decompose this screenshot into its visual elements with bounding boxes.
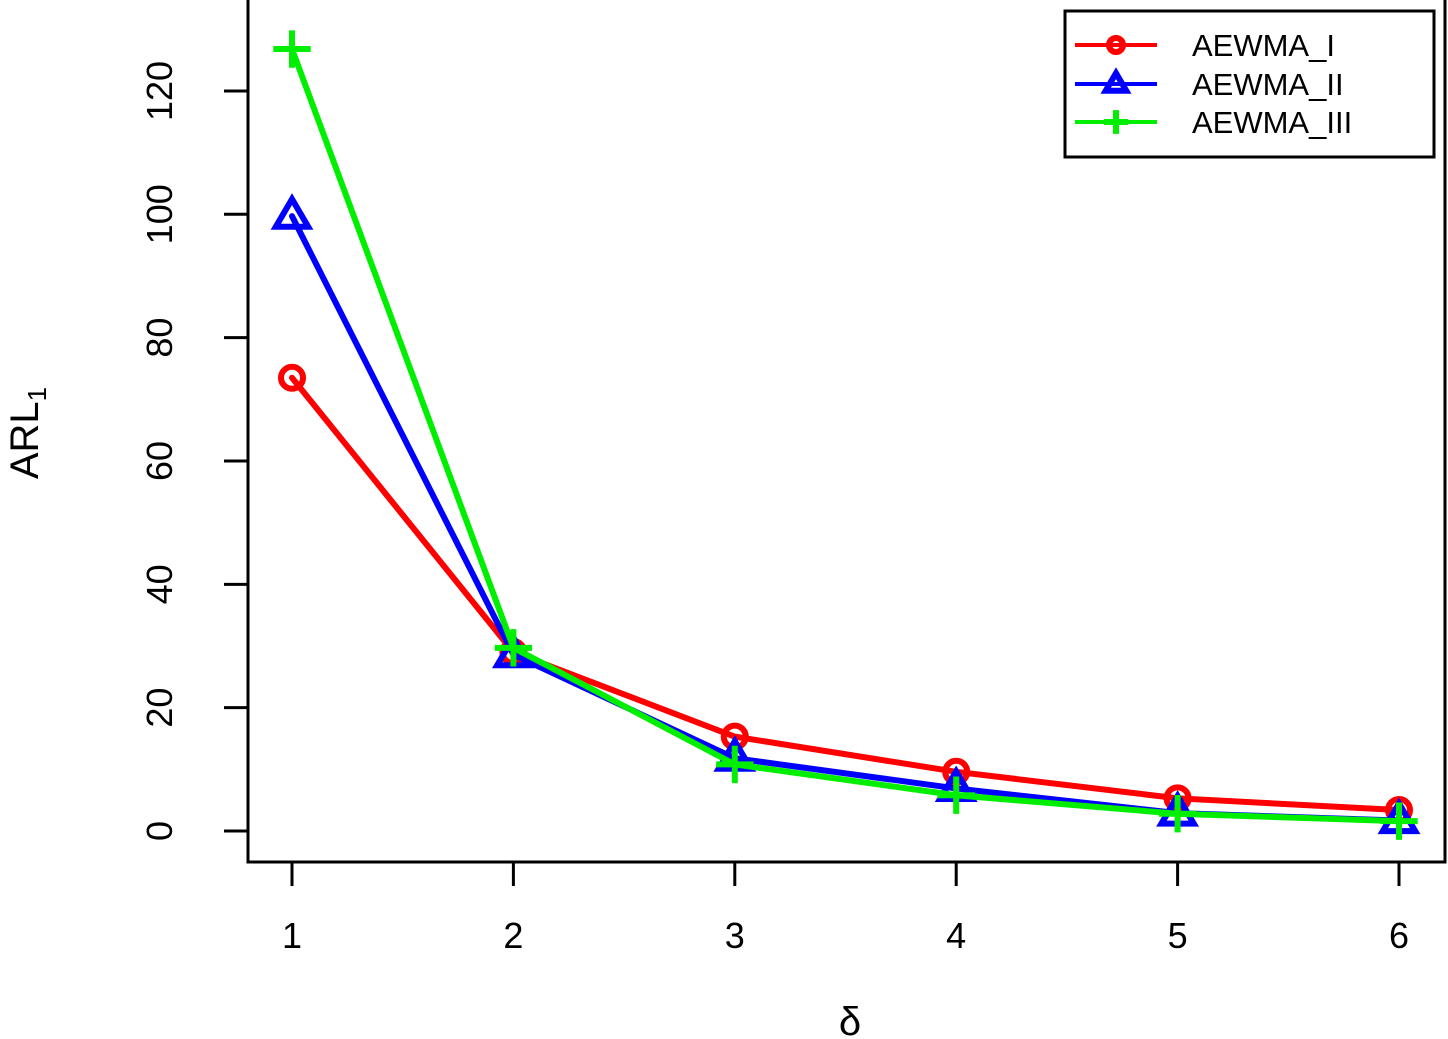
series-line [289, 213, 1402, 824]
y-axis-label-main: ARL [3, 401, 47, 479]
plot-frame [246, 0, 1447, 864]
data-point-plus [494, 629, 533, 667]
legend-item: AEWMA_I [1075, 28, 1335, 63]
data-point-plus [716, 745, 754, 784]
y-axis-label-subscript: 1 [22, 387, 52, 401]
data-point-triangle [1100, 67, 1132, 94]
y-tick-label: 120 [139, 61, 180, 121]
x-tick-label: 6 [1389, 915, 1409, 956]
legend-label: AEWMA_II [1192, 67, 1344, 102]
data-point-plus [1380, 802, 1418, 840]
legend-label: AEWMA_III [1192, 105, 1352, 140]
series-layer [270, 30, 1421, 840]
data-point-circle [278, 363, 306, 392]
x-tick-label: 5 [1168, 915, 1188, 956]
data-point-plus [937, 776, 975, 814]
x-tick-label: 1 [282, 915, 302, 956]
y-tick-label: 20 [139, 688, 180, 728]
data-point-plus [1104, 110, 1128, 134]
x-tick-label: 3 [725, 915, 745, 956]
y-tick-label: 100 [139, 184, 180, 244]
series-aewma-i [278, 363, 1413, 825]
y-tick-label: 60 [139, 441, 180, 481]
y-tick-label: 40 [139, 564, 180, 604]
y-tick-label: 0 [139, 821, 180, 841]
y-tick-label: 80 [139, 318, 180, 358]
data-point-circle [1106, 35, 1126, 55]
y-axis: 0 20 40 60 80 100 120 [139, 61, 248, 841]
data-point-triangle [270, 193, 314, 230]
data-point-plus [273, 30, 311, 68]
legend-item: AEWMA_II [1075, 67, 1344, 102]
legend-label: AEWMA_I [1192, 28, 1335, 63]
series-line [289, 374, 1402, 814]
data-point-plus [1158, 795, 1197, 833]
y-axis-label: ARL1 [3, 387, 52, 479]
series-aewma-iii [273, 30, 1418, 840]
x-tick-label: 2 [503, 915, 523, 956]
series-aewma-ii [270, 193, 1421, 835]
legend-item: AEWMA_III [1075, 105, 1352, 140]
series-line [289, 46, 1402, 825]
x-axis-label: δ [839, 1000, 861, 1039]
x-tick-label: 4 [946, 915, 966, 956]
x-axis: 1 2 3 4 5 6 [282, 862, 1409, 956]
